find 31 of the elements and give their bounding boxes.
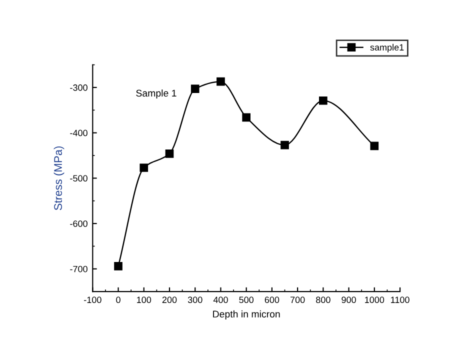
y-tick-label: -500: [70, 175, 88, 182]
x-tick-label: 200: [162, 296, 177, 304]
x-tick-label: 1100: [391, 296, 410, 304]
y-axis-title: Stress (MPa): [54, 146, 64, 210]
x-tick-label: -100: [84, 296, 102, 304]
x-tick-label: 600: [264, 296, 280, 304]
point: [190, 84, 200, 93]
annotation: Sample 1: [136, 89, 176, 99]
point: [165, 150, 174, 158]
point: [280, 140, 289, 150]
y-tick-label: -300: [70, 84, 88, 91]
legend-label: sample1: [370, 44, 404, 52]
point: [114, 262, 122, 270]
y-tick-label: -700: [70, 266, 88, 272]
point: [319, 96, 328, 105]
x-axis-title: Depth in micron: [213, 310, 280, 320]
x-tick-label: 800: [316, 296, 330, 304]
point: [370, 142, 379, 150]
x-tick-label: 900: [342, 296, 356, 304]
x-tick-label: 300: [188, 296, 202, 304]
point: [140, 164, 148, 172]
x-tick-label: 700: [290, 296, 305, 304]
x-tick-label: 0: [116, 296, 120, 304]
x-tick-label: 1000: [365, 296, 384, 304]
y-tick-label: -600: [70, 220, 88, 227]
y-tick-label: -400: [70, 130, 88, 136]
point: [216, 77, 225, 86]
point: [242, 113, 251, 122]
x-tick-label: 100: [137, 296, 152, 304]
x-tick-label: 400: [213, 296, 228, 304]
x-tick-label: 500: [239, 296, 254, 304]
